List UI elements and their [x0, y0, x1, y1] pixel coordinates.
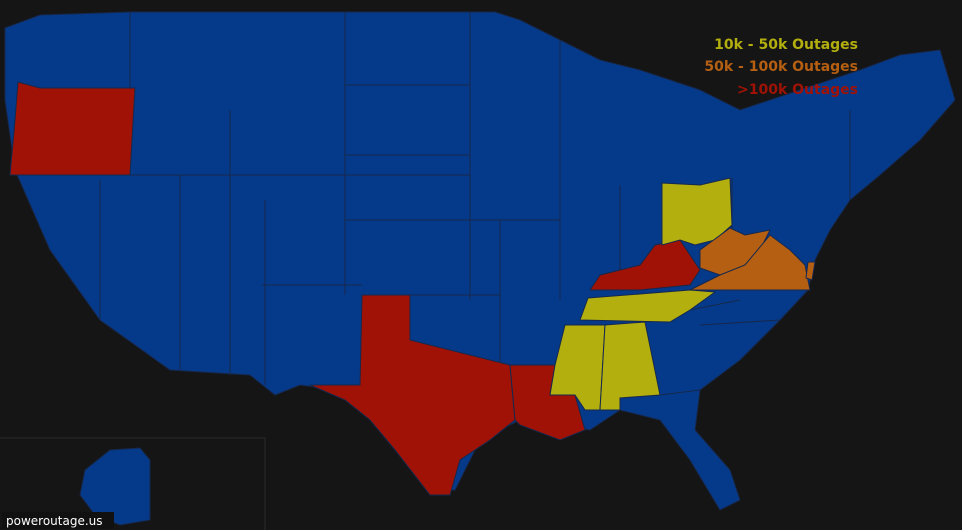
state-area [579, 289, 717, 323]
watermark: poweroutage.us [6, 514, 103, 528]
outage-states [9, 81, 816, 496]
inset-frame [0, 437, 266, 530]
legend-entry: >100k Outages [737, 82, 858, 98]
state-area [549, 324, 606, 411]
state-area [309, 294, 516, 496]
state-area [689, 234, 811, 291]
state-area [599, 321, 661, 411]
watermark-bg [2, 512, 114, 529]
legend-entry: 50k - 100k Outages [704, 59, 858, 75]
state-area [805, 261, 816, 281]
state-area [9, 81, 136, 176]
legend-entry: 10k - 50k Outages [714, 37, 858, 53]
us-mainland [4, 11, 956, 511]
alaska [79, 447, 151, 526]
